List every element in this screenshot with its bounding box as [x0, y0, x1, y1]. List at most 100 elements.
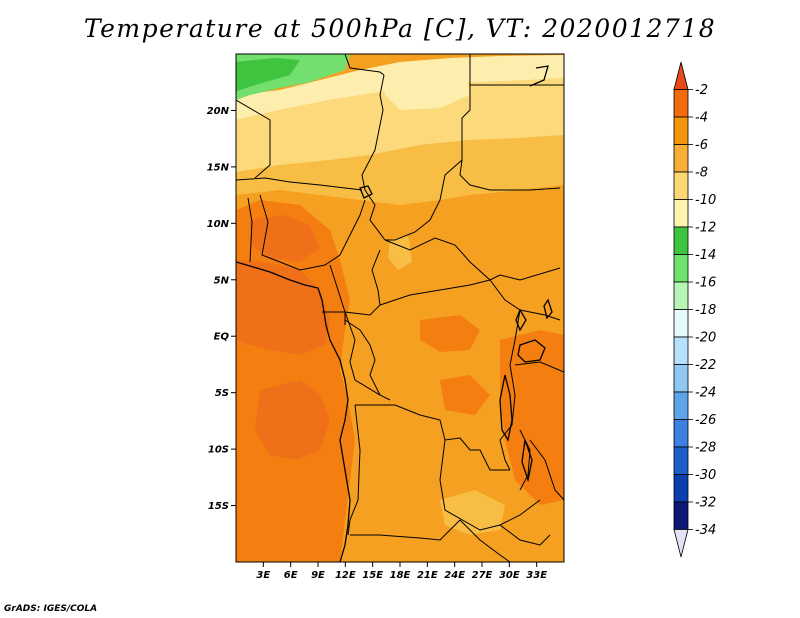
colorbar-segment: [673, 199, 689, 228]
colorbar-label: -8: [695, 166, 708, 181]
field-red-core: [236, 260, 330, 355]
lat-tick-label: EQ: [214, 332, 230, 343]
border-zambia: [439, 439, 541, 531]
colorbar-segment: [673, 309, 689, 338]
border-chad-east: [385, 118, 463, 241]
border-uganda-kenya: [519, 309, 561, 321]
colorbar-segment: [673, 281, 689, 310]
border-car-south: [379, 279, 491, 306]
border-gabon: [322, 311, 346, 325]
latitude-axis: 20N 15N 10N 5N EQ 5S 10S 15S: [207, 106, 236, 512]
colorbar-label: -24: [695, 386, 716, 401]
colorbar-label: -2: [695, 83, 708, 98]
lon-tick-label: 6E: [284, 570, 298, 581]
field-dark-orange-center: [420, 315, 480, 352]
colorbar-label: -18: [695, 303, 716, 318]
field-red-patch-south: [255, 380, 330, 460]
border-drc-west: [344, 311, 391, 401]
lake-nile-north: [529, 65, 549, 87]
border-cameroon: [329, 249, 381, 316]
colorbar-label: -32: [695, 496, 716, 511]
border-zimbabwe: [499, 524, 551, 546]
colorbar-segment: [673, 419, 689, 448]
lon-tick-label: 3E: [256, 570, 270, 581]
border-mali-niger: [236, 99, 271, 179]
lat-tick-label: 15N: [207, 162, 230, 173]
colorbar-label: -12: [695, 221, 716, 236]
colorbar-label: -14: [695, 248, 716, 263]
lat-tick-label: 20N: [207, 106, 230, 117]
lon-tick-label: 24E: [444, 570, 465, 581]
lat-tick-label: 10S: [208, 445, 229, 456]
field-green: [236, 58, 300, 92]
lake-tanganyika: [499, 374, 513, 442]
lake-kivu: [515, 308, 527, 332]
border-tanzania: [514, 361, 564, 373]
border-angola: [347, 404, 361, 536]
border-sudan-east: [459, 159, 561, 191]
border-libya-niger: [344, 54, 385, 76]
colorbar-segment: [673, 474, 689, 503]
field-pale-yellow-blob: [384, 70, 470, 110]
border-nigeria: [259, 194, 366, 271]
longitude-axis: 3E 6E 9E 12E 15E 18E 21E 24E 27E 30E 33E: [256, 562, 547, 581]
lon-tick-label: 15E: [362, 570, 383, 581]
lat-tick-label: 15S: [208, 501, 229, 512]
lat-tick-label: 10N: [207, 219, 230, 230]
colorbar-segment: [673, 226, 689, 255]
colorbar-segment: [673, 446, 689, 475]
colorbar-label: -34: [695, 523, 716, 538]
border-benin: [247, 197, 253, 263]
colorbar-label: -26: [695, 413, 716, 428]
lon-tick-label: 9E: [311, 570, 325, 581]
border-ethiopia: [499, 267, 561, 281]
country-borders: [236, 54, 564, 562]
border-libya-sudan: [461, 54, 471, 119]
colorbar-label: -4: [695, 111, 708, 126]
colorbar-label: -20: [695, 331, 716, 346]
colorbar-bottom-triangle: [673, 529, 689, 558]
lon-tick-label: 27E: [472, 570, 493, 581]
lon-tick-label: 18E: [390, 570, 411, 581]
colorbar-segment: [673, 391, 689, 420]
lake-turkana: [543, 298, 553, 320]
lon-tick-label: 21E: [417, 570, 438, 581]
grads-credit: GrADS: IGES/COLA: [4, 604, 98, 614]
colorbar-segment: [673, 89, 689, 118]
lat-tick-label: 5S: [215, 388, 229, 399]
colorbar-segment: [673, 364, 689, 393]
lon-tick-label: 33E: [526, 570, 547, 581]
colorbar-segment: [673, 171, 689, 200]
field-yellow-band: [236, 78, 564, 172]
border-chad-west: [361, 74, 386, 241]
map-title: Temperature at 500hPa [C], VT: 202001271…: [83, 14, 717, 43]
colorbar-segment: [673, 254, 689, 283]
lon-tick-label: 12E: [335, 570, 356, 581]
border-botswana: [459, 519, 511, 562]
colorbar-top-triangle: [673, 61, 689, 90]
border-drc-south: [355, 404, 510, 471]
temperature-field: [236, 54, 564, 562]
lon-tick-label: 30E: [499, 570, 520, 581]
colorbar-segment: [673, 144, 689, 173]
colorbar: -2 -4 -6 -8 -10 -12 -14 -16 -18 -20 -22 -24 -26 -28 -3…: [673, 61, 716, 558]
lake-victoria: [517, 339, 546, 363]
lake-chad: [359, 185, 373, 199]
colorbar-label: -22: [695, 358, 716, 373]
lake-malawi: [521, 439, 533, 483]
colorbar-label: -30: [695, 468, 716, 483]
border-congo: [344, 319, 381, 396]
colorbar-segment: [673, 116, 689, 145]
border-niger-south: [236, 177, 363, 191]
coast-gulf-of-guinea: [236, 261, 351, 562]
colorbar-label: -10: [695, 193, 716, 208]
colorbar-segment: [673, 501, 689, 530]
colorbar-segment: [673, 336, 689, 365]
border-mozambique: [529, 439, 564, 501]
lat-tick-label: 5N: [214, 275, 230, 286]
colorbar-label: -6: [695, 138, 708, 153]
border-drc-east: [489, 279, 521, 471]
field-dark-orange-center2: [440, 375, 490, 415]
border-namibia: [350, 519, 461, 541]
